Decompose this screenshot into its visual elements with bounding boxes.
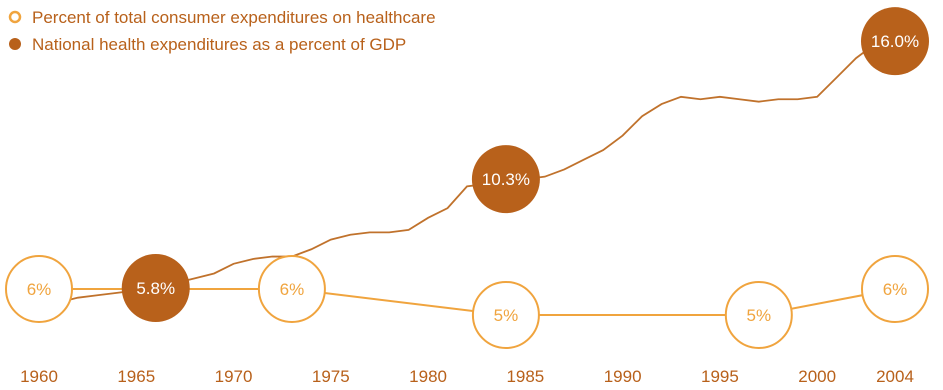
legend-label-consumer: Percent of total consumer expenditures o… xyxy=(32,8,436,27)
consumer-label-1973: 6% xyxy=(280,280,305,299)
consumer-point-1984 xyxy=(471,281,540,349)
gdp-label-1984: 10.3% xyxy=(482,170,530,189)
gdp-point-1984 xyxy=(471,145,540,214)
consumer-point-1960 xyxy=(5,255,73,323)
gdp-point-2004 xyxy=(861,7,929,76)
consumer-label-1984: 5% xyxy=(494,306,519,325)
gdp-label-1966: 5.8% xyxy=(136,279,175,298)
consumer-point-1973 xyxy=(257,255,326,323)
x-tick-1965: 1965 xyxy=(117,367,155,386)
gdp-label-2004: 16.0% xyxy=(871,32,919,51)
x-axis: 1960 1965 1970 1975 1980 1985 1990 1995 2000 2004 xyxy=(20,367,914,386)
x-tick-1960: 1960 xyxy=(20,367,58,386)
legend-marker-consumer xyxy=(8,10,22,24)
x-tick-2000: 2000 xyxy=(798,367,836,386)
gdp-point-1966 xyxy=(121,254,190,322)
legend: Percent of total consumer expenditures o… xyxy=(8,8,436,54)
x-tick-1995: 1995 xyxy=(701,367,739,386)
series-markers: 6% 6% 5% 5% 6% 5.8% 10.3% 16.0% xyxy=(5,7,929,349)
x-tick-1975: 1975 xyxy=(312,367,350,386)
x-tick-1990: 1990 xyxy=(604,367,642,386)
x-tick-1970: 1970 xyxy=(215,367,253,386)
consumer-label-1997: 5% xyxy=(747,306,772,325)
consumer-point-1997 xyxy=(724,281,793,349)
legend-marker-gdp xyxy=(9,38,21,50)
legend-item-gdp: National health expenditures as a percen… xyxy=(9,35,406,54)
legend-item-consumer: Percent of total consumer expenditures o… xyxy=(8,8,436,27)
x-tick-1980: 1980 xyxy=(409,367,447,386)
legend-label-gdp: National health expenditures as a percen… xyxy=(32,35,406,54)
consumer-label-2004: 6% xyxy=(883,280,908,299)
consumer-point-2004 xyxy=(861,255,929,323)
x-tick-1985: 1985 xyxy=(506,367,544,386)
consumer-label-1960: 6% xyxy=(27,280,52,299)
x-tick-2004: 2004 xyxy=(876,367,914,386)
